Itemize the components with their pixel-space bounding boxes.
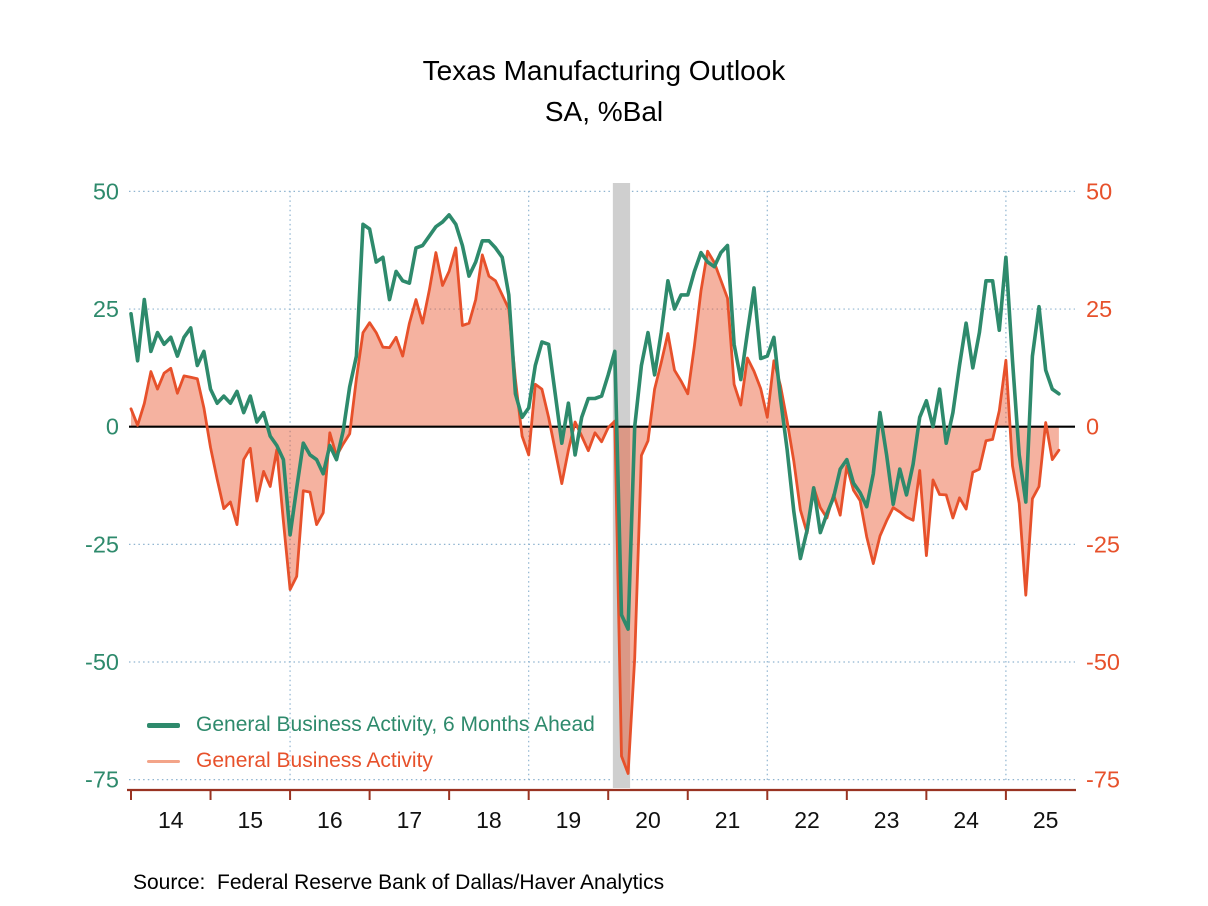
y-axis-label-right--50: -50 (1086, 649, 1120, 675)
x-axis-label-23: 23 (874, 807, 900, 833)
series-line-future (129, 213, 1061, 631)
legend-item-current: General Business Activity (147, 748, 595, 774)
x-axis-label-18: 18 (476, 807, 502, 833)
x-axis-label-22: 22 (794, 807, 820, 833)
chart-title: Texas Manufacturing Outlook (422, 55, 786, 86)
chart-subtitle: SA, %Bal (544, 96, 664, 127)
y-axis-label-left-0: 0 (106, 414, 119, 440)
y-axis-label-right--75: -75 (1086, 767, 1120, 793)
chart-title-block: Texas Manufacturing Outlook SA, %Bal (0, 50, 1208, 132)
source-note: Source: Federal Reserve Bank of Dallas/H… (133, 871, 665, 894)
y-axis-label-left--75: -75 (85, 767, 119, 793)
y-axis-label-right--25: -25 (1086, 531, 1120, 557)
series-area-current (131, 247, 1059, 774)
x-axis-label-16: 16 (317, 807, 343, 833)
y-axis-label-right-50: 50 (1086, 178, 1112, 204)
y-axis-label-left--50: -50 (85, 649, 119, 675)
x-axis-label-19: 19 (556, 807, 582, 833)
y-axis-label-left-25: 25 (93, 296, 119, 322)
x-axis-label-14: 14 (158, 807, 184, 833)
x-axis-label-25: 25 (1033, 807, 1059, 833)
legend-label-current: General Business Activity (196, 749, 433, 772)
x-axis-label-15: 15 (238, 807, 264, 833)
legend: General Business Activity, 6 Months Ahea… (147, 712, 595, 784)
x-axis-label-17: 17 (397, 807, 423, 833)
recession-band (612, 183, 631, 788)
x-axis-label-21: 21 (715, 807, 741, 833)
legend-swatch-current (147, 759, 180, 763)
y-axis-label-left--25: -25 (85, 531, 119, 557)
y-axis-label-left-50: 50 (93, 178, 119, 204)
legend-swatch-future (147, 722, 180, 728)
series-line-current (129, 246, 1061, 775)
x-axis-label-20: 20 (635, 807, 661, 833)
y-axis-label-right-0: 0 (1086, 414, 1099, 440)
y-axis-label-right-25: 25 (1086, 296, 1112, 322)
legend-label-future: General Business Activity, 6 Months Ahea… (196, 713, 595, 736)
legend-item-future: General Business Activity, 6 Months Ahea… (147, 712, 595, 738)
x-axis-label-24: 24 (953, 807, 979, 833)
